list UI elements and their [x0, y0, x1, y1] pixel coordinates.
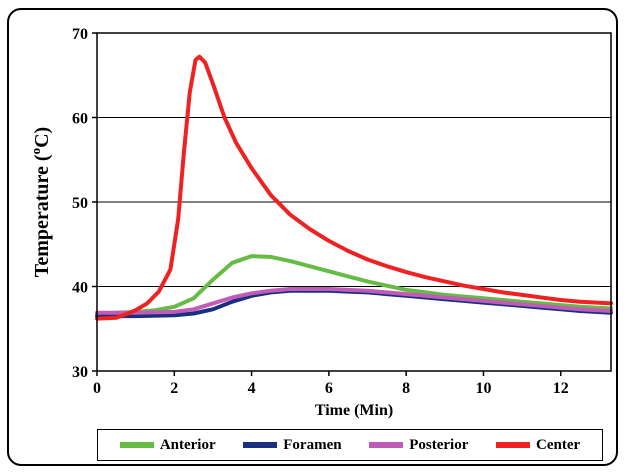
legend-label: Foramen — [283, 436, 342, 453]
legend: Anterior Foramen Posterior Center — [97, 429, 603, 461]
legend-label: Center — [536, 436, 581, 453]
y-axis-label-main: Temperature ( — [31, 154, 53, 277]
y-axis-label-sup: o — [28, 148, 43, 155]
y-axis-label: Temperature (oC) — [28, 127, 53, 277]
x-tick-label: 8 — [402, 380, 410, 397]
x-tick-label: 12 — [553, 380, 569, 397]
legend-item-anterior: Anterior — [119, 436, 216, 454]
y-tick-label: 50 — [72, 195, 88, 212]
legend-swatch — [243, 442, 278, 448]
legend-label: Posterior — [409, 436, 469, 453]
y-tick-label: 40 — [72, 280, 88, 297]
legend-swatch — [369, 442, 404, 448]
y-axis-label-unit: C) — [31, 127, 53, 148]
y-tick-label: 70 — [72, 26, 88, 43]
figure-frame — [7, 8, 618, 466]
series-line-anterior — [95, 254, 613, 316]
x-tick-label: 10 — [475, 380, 491, 397]
series-line-posterior — [95, 287, 613, 315]
x-tick-label: 2 — [170, 380, 178, 397]
y-tick-label: 30 — [72, 364, 88, 381]
axis-ticks: 30 40 50 60 70 0 2 4 6 8 10 12 — [72, 26, 569, 397]
series-lines — [95, 54, 613, 321]
legend-label: Anterior — [159, 436, 216, 453]
x-tick-label: 6 — [325, 380, 333, 397]
legend-swatch — [119, 442, 154, 448]
legend-item-posterior: Posterior — [369, 437, 468, 454]
legend-item-foramen: Foramen — [243, 436, 342, 454]
series-line-center — [95, 54, 613, 321]
x-axis-label: Time (Min) — [315, 402, 393, 419]
x-tick-label: 4 — [248, 380, 256, 397]
grid-lines — [97, 117, 611, 287]
y-tick-label: 60 — [72, 111, 88, 128]
legend-item-center: Center — [496, 437, 580, 454]
legend-swatch — [496, 442, 531, 448]
x-tick-label: 0 — [93, 380, 101, 397]
